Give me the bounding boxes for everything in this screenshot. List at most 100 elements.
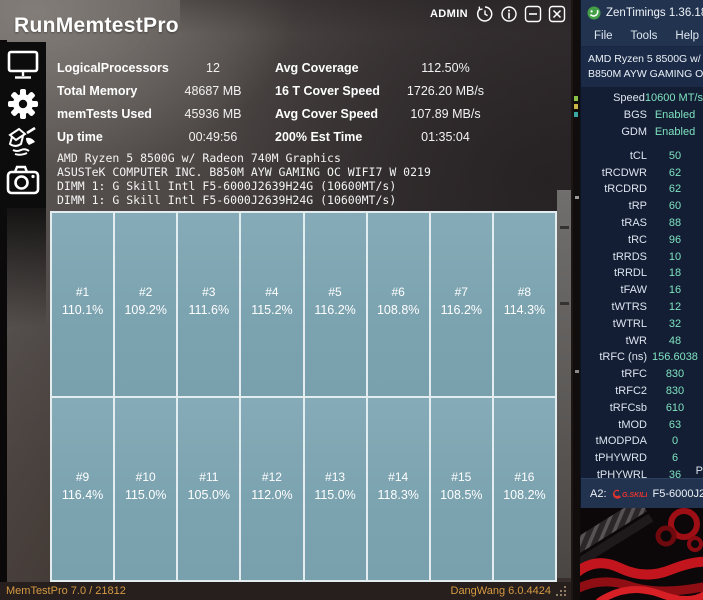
menu-file[interactable]: File <box>594 30 613 42</box>
thread-tile: #4 115.2% <box>241 213 303 396</box>
close-button[interactable] <box>548 5 566 23</box>
thread-tile: #7 116.2% <box>430 213 492 396</box>
zentimings-titlebar: ZenTimings 1.36.182 <box>581 0 703 26</box>
desktop-fragment <box>574 104 578 109</box>
system-info-block: AMD Ryzen 5 8500G w/ Radeon 740M Graphic… <box>57 151 431 207</box>
wallpaper-art <box>580 508 703 600</box>
stat-16t-cover-speed: 16 T Cover Speed 1726.20 MB/s <box>275 83 485 98</box>
history-icon[interactable] <box>476 5 494 23</box>
thread-tile: #1 110.1% <box>52 213 114 396</box>
menu-tools[interactable]: Tools <box>630 30 658 42</box>
dimm-slot-bar: A2: G.SKILL F5-6000J263 <box>581 478 703 508</box>
timing-row: tRFC2 830 <box>615 384 685 397</box>
timing-row: tRFC 830 <box>621 368 685 381</box>
thread-tile: #11 105.0% <box>178 397 240 580</box>
scrollbar-mark <box>560 226 569 229</box>
grid-scrollbar[interactable] <box>557 190 571 578</box>
runmemtestpro-window: RunMemtestPro ADMIN <box>0 0 573 600</box>
settings-gear-icon[interactable] <box>5 86 41 122</box>
dimm-line: DIMM 1: G Skill Intl F5-6000J2639H24G (1… <box>57 193 397 207</box>
desktop-sliver <box>573 0 580 600</box>
timing-row: tRAS 88 <box>621 216 682 229</box>
timing-row: tRFCsb 610 <box>609 401 685 414</box>
zentimings-title: ZenTimings 1.36.182 <box>606 7 703 19</box>
stats-left-column: LogicalProcessors 12 Total Memory 48687 … <box>57 56 267 148</box>
dimm-slot-label: A2: <box>590 487 607 500</box>
stat-memtests-used: memTests Used 45936 MB <box>57 106 242 121</box>
thread-tile: #14 118.3% <box>367 397 429 580</box>
zentimings-system-info: AMD Ryzen 5 8500G w/ R B850M AYW GAMING … <box>581 47 703 87</box>
desktop-fragment <box>574 96 578 101</box>
status-build: DangWang 6.0.4424 <box>450 585 552 597</box>
timing-row: tRFC (ns) 156.6038 <box>599 351 698 364</box>
monitor-icon[interactable] <box>5 48 41 84</box>
desktop-wallpaper <box>580 508 703 600</box>
timing-row: tMOD 63 <box>618 418 682 431</box>
zentimings-logo-icon <box>587 6 601 20</box>
timing-row: tRC 96 <box>628 233 682 246</box>
timing-row: tRRDS 10 <box>612 250 682 263</box>
desktop-fragment <box>574 112 578 117</box>
resize-grip[interactable] <box>555 585 567 597</box>
thread-tile: #16 108.2% <box>493 397 555 580</box>
svg-text:G.SKILL: G.SKILL <box>622 492 647 499</box>
timing-row: tRCDRD 62 <box>604 183 682 196</box>
titlebar-controls: ADMIN <box>430 5 566 23</box>
dimm-line: DIMM 1: G Skill Intl F5-6000J2639H24G (1… <box>57 179 397 193</box>
timing-row: tFAW 16 <box>620 284 682 297</box>
thread-coverage-grid: #1 110.1% #2 109.2% #3 111.6% #4 115.2% #5 11… <box>50 211 557 582</box>
zt-board-line: B850M AYW GAMING OC <box>588 68 703 80</box>
timing-row: GDM Enabled <box>621 125 696 138</box>
paint-theme-icon[interactable] <box>5 124 41 160</box>
desktop-fragment <box>575 196 579 199</box>
thread-tile: #6 108.8% <box>367 213 429 396</box>
cpu-line: AMD Ryzen 5 8500G w/ Radeon 740M Graphic… <box>57 151 341 165</box>
timing-row: tRP 60 <box>628 200 682 213</box>
stat-total-memory: Total Memory 48687 MB <box>57 83 242 98</box>
menu-help[interactable]: Help <box>675 30 700 42</box>
timing-row: tCL 50 <box>629 149 682 162</box>
thread-tile: #8 114.3% <box>493 213 555 396</box>
sidebar-toolbar <box>0 42 46 328</box>
timing-row: tRCDWR 62 <box>601 166 682 179</box>
thread-tile: #10 115.0% <box>115 397 177 580</box>
status-version: MemTestPro 7.0 / 21812 <box>6 585 126 597</box>
zt-cpu-line: AMD Ryzen 5 8500G w/ R <box>588 53 703 65</box>
desktop-fragment <box>575 370 579 373</box>
zentimings-menubar: File Tools Help <box>581 26 703 47</box>
stat-logical-processors: LogicalProcessors 12 <box>57 60 220 75</box>
board-line: ASUSTeK COMPUTER INC. B850M AYW GAMING O… <box>57 165 431 179</box>
thread-tile: #9 116.4% <box>52 397 114 580</box>
timing-row: tPHYWRL 36 <box>596 468 682 481</box>
zentimings-window: ZenTimings 1.36.182 File Tools Help AMD … <box>580 0 703 508</box>
timing-row: Speed 10600 MT/s <box>613 92 703 105</box>
thread-tile: #15 108.5% <box>430 397 492 580</box>
gskill-logo-icon: G.SKILL <box>612 489 647 499</box>
minimize-button[interactable] <box>524 5 542 23</box>
stat-avg-cover-speed: Avg Cover Speed 107.89 MB/s <box>275 106 481 121</box>
timing-group-gap <box>581 140 703 147</box>
timing-row: tWR 48 <box>625 334 682 347</box>
timing-row: tRRDL 18 <box>613 267 682 280</box>
thread-tile: #13 115.0% <box>304 397 366 580</box>
stat-up-time: Up time 00:49:56 <box>57 129 238 144</box>
cutoff-second-column-text: P <box>695 465 703 477</box>
status-bar: MemTestPro 7.0 / 21812 DangWang 6.0.4424 <box>0 582 571 600</box>
timing-row: BGS Enabled <box>623 109 696 122</box>
timing-row: tWTRL 32 <box>612 317 682 330</box>
stat-200pct-est-time: 200% Est Time 01:35:04 <box>275 129 470 144</box>
timing-row: tPHYWRD 6 <box>595 452 679 465</box>
dimm-module-name: F5-6000J263 <box>652 487 703 500</box>
stats-right-column: Avg Coverage 112.50% 16 T Cover Speed 17… <box>275 56 505 148</box>
thread-tile: #3 111.6% <box>178 213 240 396</box>
admin-badge: ADMIN <box>429 8 468 20</box>
camera-icon[interactable] <box>5 162 41 198</box>
app-title: RunMemtestPro <box>14 14 179 37</box>
stat-avg-coverage: Avg Coverage 112.50% <box>275 60 470 75</box>
titlebar-shade <box>180 0 571 34</box>
timing-row: tMODPDA 0 <box>595 435 679 448</box>
info-icon[interactable] <box>500 5 518 23</box>
thread-tile: #2 109.2% <box>115 213 177 396</box>
zentimings-timings-table: Speed 10600 MT/s BGS Enabled GDM Enabled tC… <box>581 87 703 483</box>
